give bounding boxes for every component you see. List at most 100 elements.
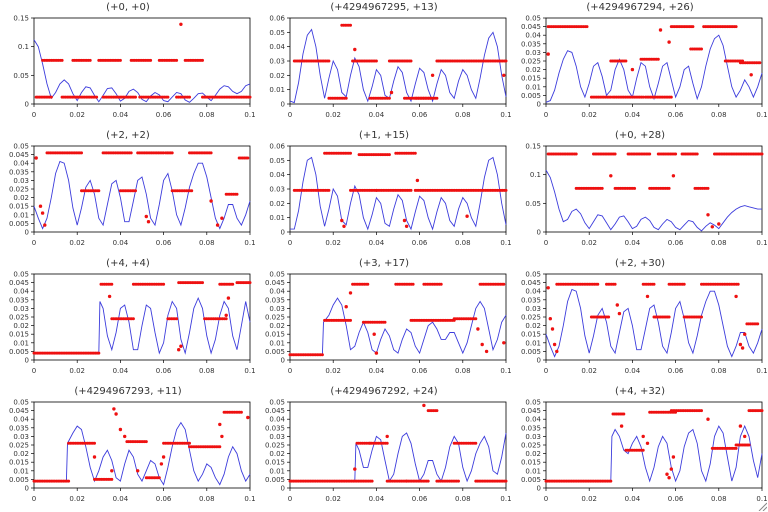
y-tick-label: 0.02 <box>269 200 285 208</box>
x-tick-label: 0.06 <box>156 367 172 375</box>
scatter-point <box>658 28 663 32</box>
x-tick-label: 0.08 <box>455 495 471 503</box>
y-tick-label: 0.03 <box>13 433 29 441</box>
x-tick-label: 0 <box>544 111 548 119</box>
scatter-point <box>327 188 331 192</box>
scatter-point <box>411 282 415 286</box>
y-tick-label: 0.005 <box>521 92 541 100</box>
scatter-point <box>552 342 557 347</box>
scatter-point <box>667 40 671 44</box>
x-tick-label: 0.06 <box>412 111 428 119</box>
x-tick-label: 0.1 <box>500 111 511 119</box>
subplot-title: (+4, +32) <box>614 386 665 397</box>
scatter-point <box>327 59 331 63</box>
scatter-point <box>760 152 764 156</box>
plot-area: 0 0.01 0.02 0.03 0.04 0.05 0.06 0 0.02 0.04 0.06 0.… <box>269 15 511 120</box>
y-tick-label: 0.015 <box>521 331 541 339</box>
y-tick-label: 0.04 <box>269 43 285 51</box>
y-tick-label: 0.04 <box>269 416 285 424</box>
y-tick-label: 0.01 <box>525 83 541 91</box>
scatter-point <box>430 73 435 78</box>
subplot: (+4294967292, +24) 0 0.005 0.01 0.015 0.02 0.0… <box>256 384 512 512</box>
scatter-point <box>209 199 213 203</box>
x-tick-label: 0.08 <box>455 367 471 375</box>
x-tick-label: 0.08 <box>711 367 727 375</box>
x-tick-label: 0.02 <box>325 495 341 503</box>
x-tick-label: 0 <box>32 111 36 119</box>
scatter-point <box>231 282 235 286</box>
scatter-point <box>667 315 671 319</box>
x-tick-label: 0.06 <box>412 367 428 375</box>
x-tick-label: 0.02 <box>581 239 597 247</box>
subplot: (+4, +32) 0 0.005 0.01 0.015 0.02 0.025 0.03 0.0… <box>512 384 768 512</box>
scatter-point <box>246 156 250 160</box>
x-tick-label: 0.06 <box>156 495 172 503</box>
y-tick-label: 0.025 <box>9 314 29 322</box>
scatter-point <box>129 151 133 155</box>
scatter-point <box>596 282 600 286</box>
y-tick-label: 0 <box>281 485 285 493</box>
y-tick-label: 0.01 <box>269 467 285 475</box>
scatter-point <box>110 477 114 481</box>
y-tick-label: 0.045 <box>265 407 285 415</box>
x-tick-label: 0.04 <box>113 239 129 247</box>
y-tick-label: 0.04 <box>13 160 29 168</box>
y-tick-label: 0.04 <box>525 288 541 296</box>
y-tick-label: 0.02 <box>525 322 541 330</box>
scatter-point <box>342 224 346 228</box>
scatter-point <box>609 95 613 99</box>
x-tick-label: 0.1 <box>244 239 255 247</box>
y-tick-label: 0.015 <box>521 75 541 83</box>
scatter-point <box>585 25 589 29</box>
scatter-point <box>624 59 628 63</box>
plot-area: 00.0050.010.0150.020.0250.030.0350.040.0… <box>265 271 512 376</box>
x-tick-label: 0.06 <box>668 239 684 247</box>
y-tick-label: 0.04 <box>13 416 29 424</box>
x-tick-label: 0.02 <box>69 239 85 247</box>
scatter-point <box>743 332 747 336</box>
x-tick-label: 0.02 <box>325 111 341 119</box>
scatter-point <box>607 315 611 319</box>
scatter-point <box>226 296 231 300</box>
x-tick-label: 0.06 <box>156 111 172 119</box>
subplot: (+4294967294, +26) 0 0.005 0.01 0.015 0.02 0.0… <box>512 0 768 128</box>
scatter-point <box>652 282 656 286</box>
scatter-point <box>613 152 617 156</box>
x-tick-label: 0.04 <box>625 239 641 247</box>
y-tick-label: 0.015 <box>9 203 29 211</box>
y-tick-label: 0.05 <box>525 200 541 208</box>
scatter-point <box>641 448 645 452</box>
scatter-point <box>38 204 43 208</box>
scatter-point <box>502 341 506 345</box>
scatter-point <box>674 152 678 156</box>
series-line <box>33 39 251 103</box>
scatter-point <box>161 455 166 459</box>
y-tick-label: 0.01 <box>13 211 29 219</box>
scatter-point <box>747 443 751 447</box>
scatter-point <box>209 151 213 155</box>
scatter-point <box>110 469 114 473</box>
scatter-point <box>415 178 420 183</box>
plot-area: 00.0050.010.0150.020.0250.030.0350.040.0… <box>265 399 512 504</box>
x-tick-label: 0.08 <box>199 111 215 119</box>
subplot: (+0, +0) 0 0.05 0.1 0.15 0 0.02 0.04 0.06 0.08 0.1 <box>0 0 256 128</box>
x-tick-label: 0.1 <box>500 239 511 247</box>
series-line <box>545 169 762 232</box>
series-line <box>546 424 763 483</box>
y-tick-label: 0.02 <box>269 322 285 330</box>
x-tick-label: 0.04 <box>369 367 385 375</box>
series-line <box>290 156 507 231</box>
scatter-point <box>633 186 637 190</box>
resize-grip-icon[interactable] <box>757 501 767 511</box>
y-tick-label: 0.035 <box>9 424 29 432</box>
y-tick-label: 0.035 <box>265 424 285 432</box>
scatter-point <box>372 332 376 336</box>
scatter-point <box>409 59 413 63</box>
axes-frame <box>289 401 507 489</box>
x-tick-label: 0.04 <box>113 367 129 375</box>
subplot: (+0, +28) 0 0.05 0.1 0.15 0 0.02 0.04 0.06 0.08 0.… <box>512 128 768 256</box>
x-tick-label: 0.1 <box>756 111 767 119</box>
y-tick-label: 0.03 <box>269 186 285 194</box>
scatter-point <box>665 472 669 476</box>
y-tick-label: 0.02 <box>525 450 541 458</box>
